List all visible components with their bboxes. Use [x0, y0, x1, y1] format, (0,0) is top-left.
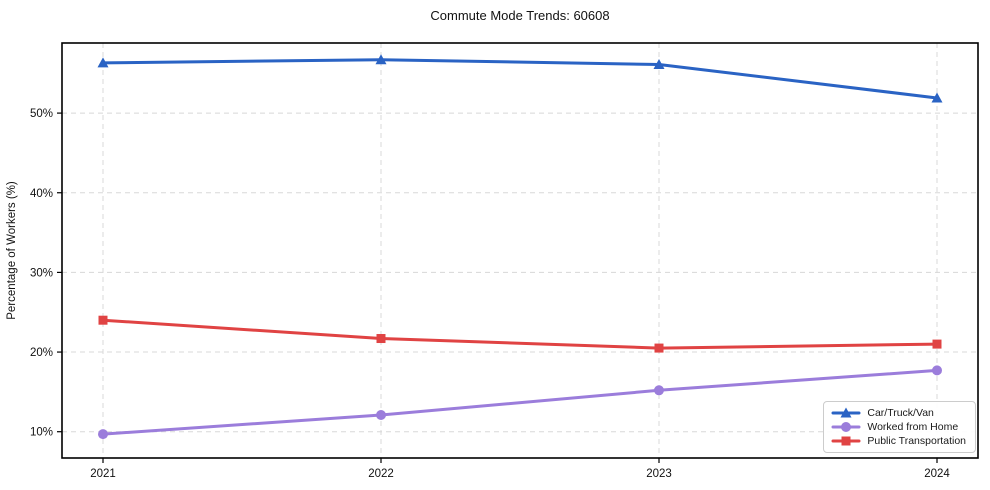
series-line: [101, 318, 939, 350]
y-axis-label: Percentage of Workers (%): [6, 181, 18, 320]
data-point-marker: [375, 54, 387, 65]
data-point-marker: [98, 315, 108, 325]
y-tick-label: 10%: [30, 427, 53, 439]
plot-border: [61, 42, 979, 459]
y-tick-label: 50%: [30, 108, 53, 120]
legend-item-transit: Public Transportation: [831, 435, 966, 447]
x-tick-label: 2022: [368, 468, 394, 480]
data-point-marker: [931, 92, 943, 103]
series-worked-from-home: [98, 365, 942, 440]
y-tick-label: 30%: [30, 267, 53, 279]
y-tick-label: 40%: [30, 188, 53, 200]
data-point-marker: [840, 407, 852, 418]
data-point-marker: [653, 59, 665, 70]
legend: Car/Truck/Van Worked from Home Public Tr…: [823, 401, 976, 453]
data-point-marker: [841, 422, 852, 432]
legend-label: Car/Truck/Van: [867, 407, 934, 419]
series-line: [101, 368, 939, 436]
data-point-marker: [98, 429, 108, 440]
x-tick-label: 2021: [90, 468, 116, 480]
legend-label: Public Transportation: [867, 435, 966, 447]
series-car-truck-van: [97, 54, 943, 103]
x-tick-label: 2023: [646, 468, 672, 480]
chart-title: Commute Mode Trends: 60608: [430, 8, 610, 23]
legend-sample-car-icon: [831, 407, 861, 418]
legend-item-home: Worked from Home: [831, 421, 966, 433]
data-point-marker: [97, 57, 109, 68]
legend-sample-home-icon: [831, 422, 861, 432]
data-point-marker: [932, 339, 942, 349]
legend-item-car: Car/Truck/Van: [831, 407, 966, 419]
legend-label: Worked from Home: [867, 421, 959, 433]
data-point-marker: [932, 365, 942, 376]
legend-sample-transit-icon: [831, 436, 861, 446]
data-point-marker: [841, 436, 851, 446]
x-tick-label: 2024: [924, 468, 950, 480]
data-point-marker: [654, 385, 664, 396]
data-point-marker: [376, 334, 386, 344]
series-public-transportation: [98, 315, 942, 353]
y-tick-label: 20%: [30, 347, 53, 359]
data-point-marker: [376, 409, 386, 420]
series-line: [101, 58, 939, 100]
data-point-marker: [654, 343, 664, 353]
